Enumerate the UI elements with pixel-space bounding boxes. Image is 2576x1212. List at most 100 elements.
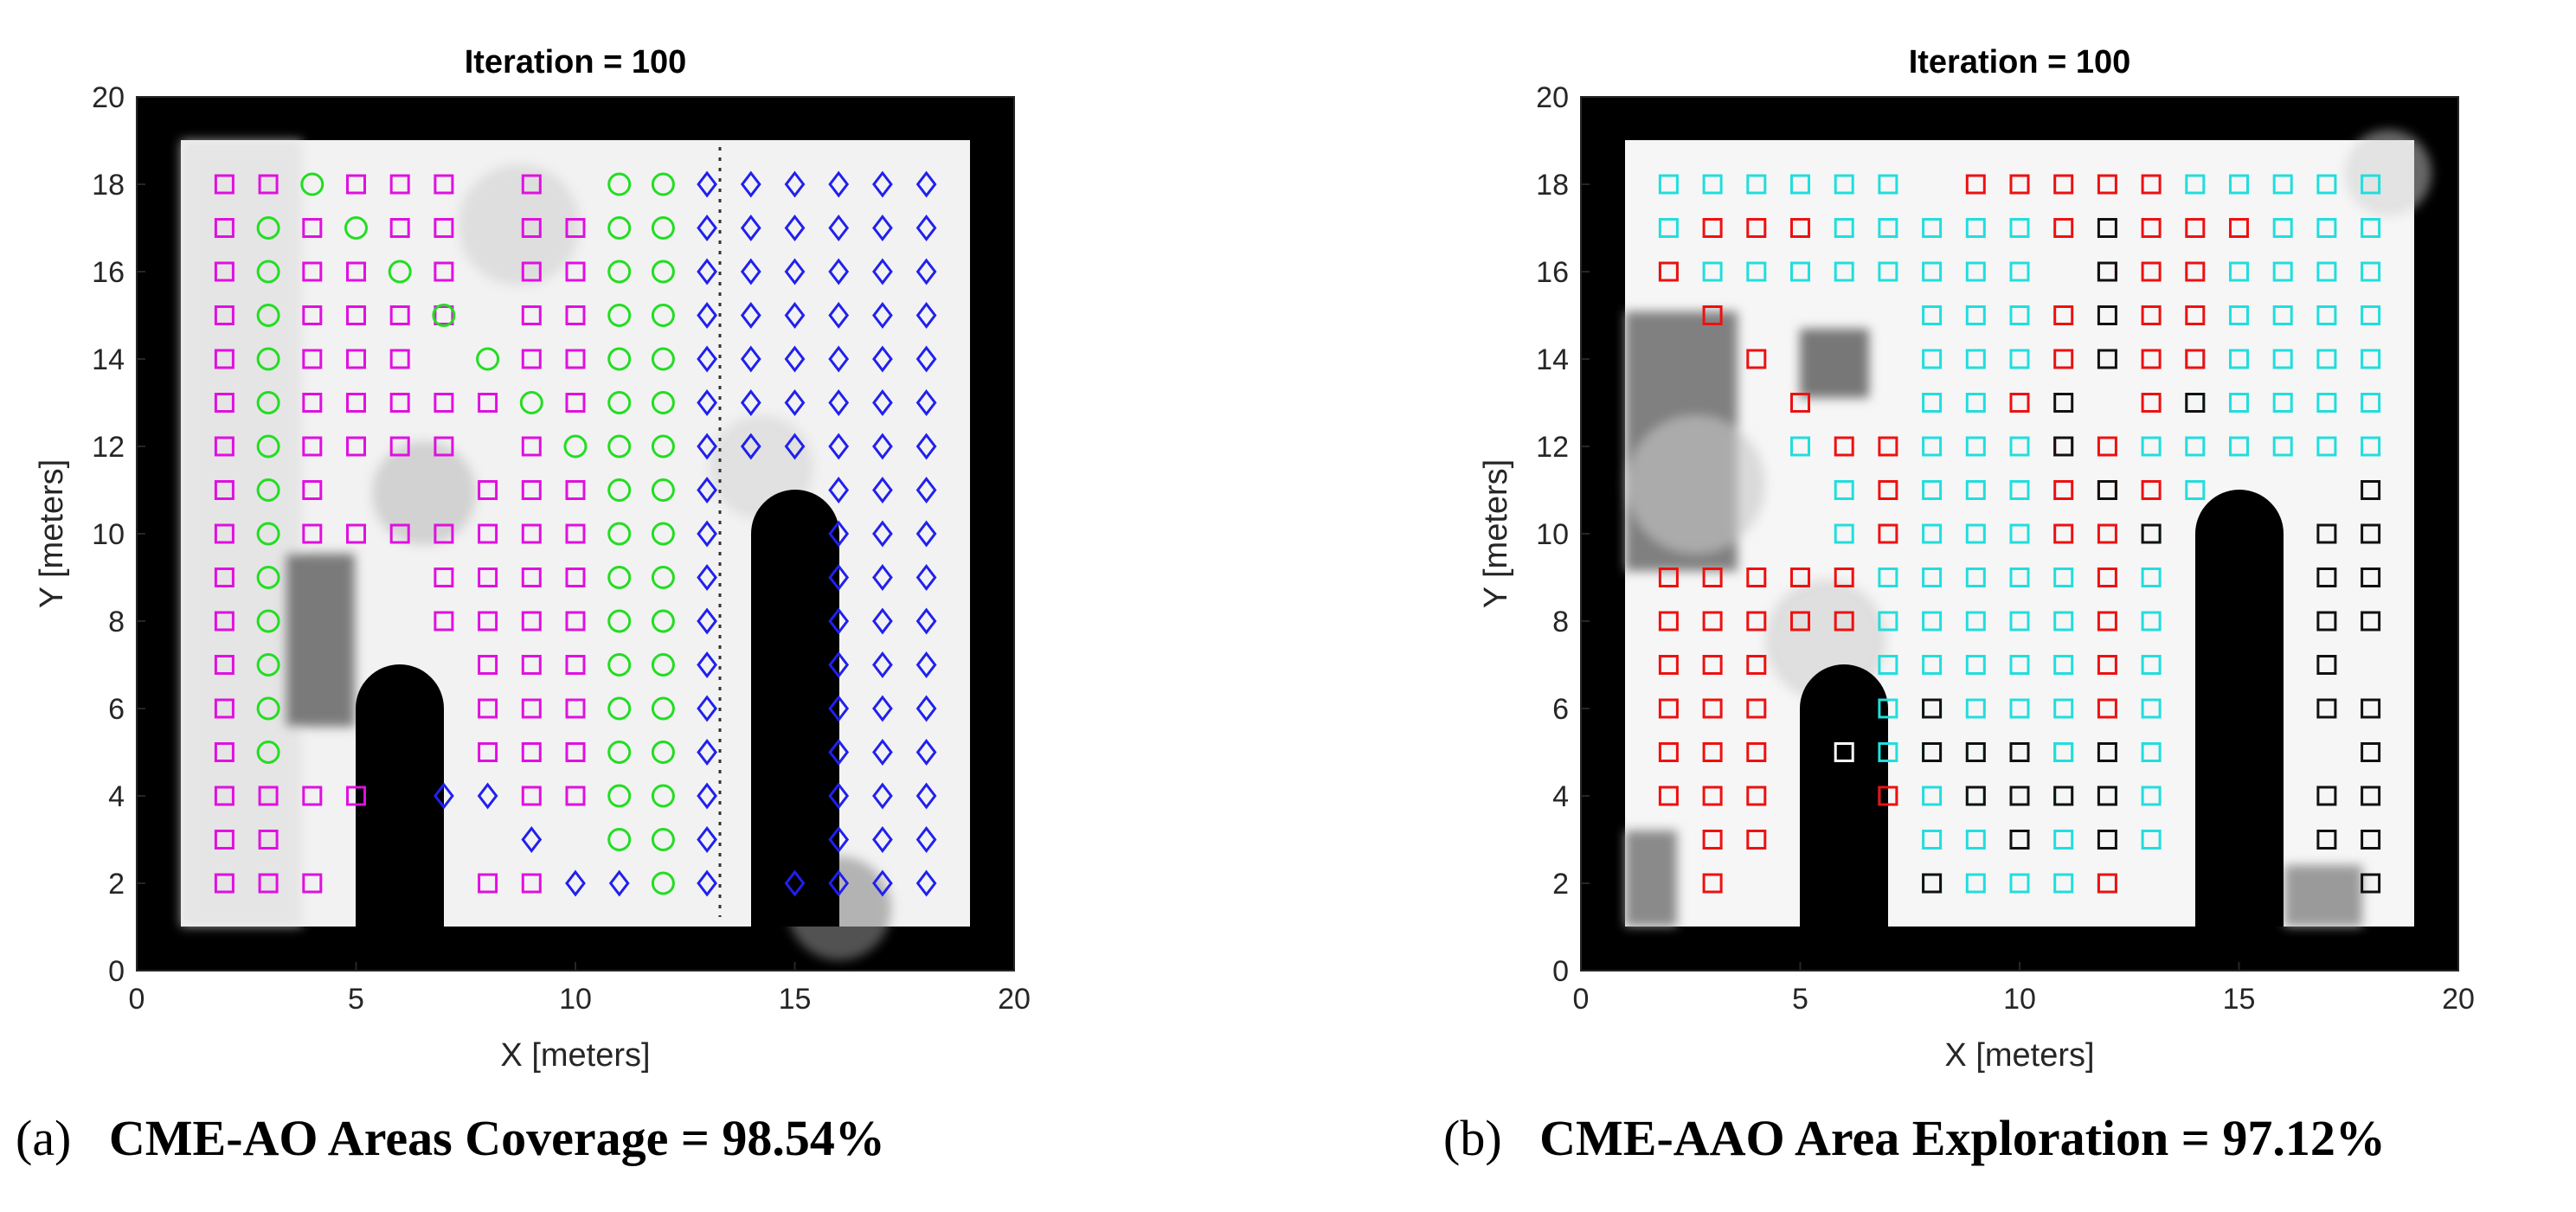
y-tick-label: 12 (1536, 431, 1569, 464)
data-point-square (1702, 305, 1723, 325)
y-tick-label: 12 (92, 431, 125, 464)
data-point-square (1746, 261, 1767, 282)
data-point-square (434, 174, 454, 195)
data-point-circle (607, 391, 632, 414)
data-point-square (1790, 393, 1810, 413)
data-point-square (214, 568, 234, 587)
data-point-square (2229, 436, 2249, 457)
data-point-square (2009, 655, 2030, 675)
y-tick-label: 6 (108, 693, 125, 726)
data-point-square (2272, 393, 2293, 413)
data-point-square (565, 786, 586, 806)
data-point-square (346, 349, 366, 369)
x-tick-label: 15 (2223, 983, 2256, 1016)
data-point-square (214, 523, 234, 544)
data-point-diamond (915, 826, 937, 853)
data-point-square (1658, 786, 1679, 806)
data-point-square (1965, 174, 1986, 195)
y-tick-label: 0 (108, 955, 125, 988)
data-point-circle (651, 216, 675, 240)
data-point-circle (256, 653, 280, 677)
data-point-square (521, 480, 542, 500)
data-point-diamond (697, 389, 717, 416)
data-point-square (2185, 218, 2206, 238)
data-point-square (2141, 698, 2162, 719)
data-point-square (2229, 261, 2249, 282)
data-point-square (1790, 611, 1810, 632)
data-point-circle (344, 216, 368, 240)
data-point-diamond (697, 564, 717, 591)
data-point-square (1965, 349, 1986, 369)
data-point-square (1746, 611, 1767, 632)
data-point-square (565, 655, 586, 675)
y-tick-label: 8 (1552, 606, 1569, 638)
data-point-diamond (915, 215, 937, 241)
data-point-diamond (784, 389, 806, 416)
x-tick-label: 0 (129, 983, 145, 1016)
data-point-circle (651, 828, 675, 851)
data-point-square (2097, 480, 2117, 500)
data-point-square (1790, 568, 1810, 587)
data-point-diamond (697, 607, 717, 635)
data-point-square (565, 698, 586, 719)
data-point-diamond (828, 564, 850, 591)
data-point-diamond (784, 345, 806, 373)
data-point-square (389, 393, 410, 413)
data-point-square (2361, 523, 2381, 544)
data-point-square (478, 480, 498, 500)
data-point-square (346, 261, 366, 282)
data-point-square (2272, 436, 2293, 457)
data-point-square (1746, 698, 1767, 719)
data-point-square (2053, 655, 2074, 675)
data-point-square (1965, 698, 1986, 719)
data-point-square (478, 742, 498, 762)
data-point-square (434, 611, 454, 632)
data-point-square (2316, 786, 2337, 806)
data-point-square (2229, 305, 2249, 325)
data-point-square (2097, 349, 2117, 369)
data-point-square (302, 873, 323, 894)
data-point-diamond (697, 739, 717, 766)
data-point-circle (651, 522, 675, 546)
data-point-square (2053, 305, 2074, 325)
data-point-diamond (915, 345, 937, 373)
x-tick-label: 5 (348, 983, 364, 1016)
data-point-circle (651, 871, 675, 895)
data-point-circle (651, 741, 675, 764)
x-tick-label: 10 (559, 983, 592, 1016)
data-point-square (2053, 698, 2074, 719)
data-point-square (1922, 873, 1943, 894)
data-point-square (1658, 261, 1679, 282)
data-point-square (2185, 261, 2206, 282)
data-point-diamond (740, 258, 761, 285)
data-point-circle (651, 696, 675, 721)
data-point-circle (256, 304, 280, 327)
data-point-diamond (872, 215, 893, 241)
data-point-circle (476, 347, 500, 371)
data-point-square (2009, 873, 2030, 894)
data-point-diamond (915, 302, 937, 329)
data-point-square (214, 261, 234, 282)
data-point-square (2141, 611, 2162, 632)
data-point-square (1702, 873, 1723, 894)
data-point-square (2229, 393, 2249, 413)
data-point-diamond (915, 520, 937, 548)
data-point-circle (651, 784, 675, 808)
data-point-square (1790, 218, 1810, 238)
data-point-diamond (608, 869, 630, 897)
x-tick-label: 15 (779, 983, 812, 1016)
data-point-diamond (697, 782, 717, 810)
plot-title: Iteration = 100 (465, 44, 687, 80)
data-point-diamond (697, 215, 717, 241)
data-point-square (565, 480, 586, 500)
data-point-square (1702, 218, 1723, 238)
data-point-diamond (872, 258, 893, 285)
data-point-square (1965, 523, 1986, 544)
data-point-square (1922, 786, 1943, 806)
data-point-square (521, 174, 542, 195)
data-point-square (2141, 480, 2162, 500)
data-point-square (2272, 174, 2293, 195)
data-point-circle (256, 434, 280, 459)
data-point-square (2009, 830, 2030, 850)
